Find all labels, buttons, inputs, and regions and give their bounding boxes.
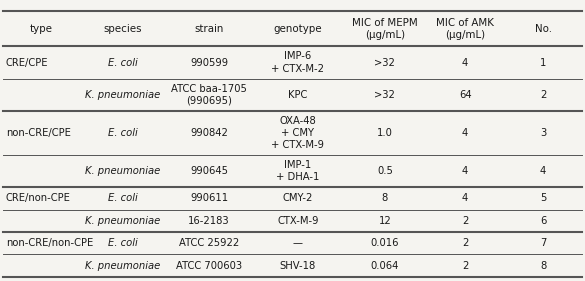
Text: 990599: 990599 <box>190 58 228 67</box>
Text: CTX-M-9: CTX-M-9 <box>277 216 318 226</box>
Text: MIC of AMK
(μg/mL): MIC of AMK (μg/mL) <box>436 18 494 40</box>
Text: E. coli: E. coli <box>108 193 137 203</box>
Text: 2: 2 <box>462 260 468 271</box>
Text: ATCC 25922: ATCC 25922 <box>179 238 239 248</box>
Text: non-CRE/CPE: non-CRE/CPE <box>6 128 71 138</box>
Text: 8: 8 <box>382 193 388 203</box>
Text: 990645: 990645 <box>190 166 228 176</box>
Text: K. pneumoniae: K. pneumoniae <box>85 260 160 271</box>
Text: 990611: 990611 <box>190 193 228 203</box>
Text: 0.5: 0.5 <box>377 166 393 176</box>
Text: >32: >32 <box>374 58 395 67</box>
Text: 990842: 990842 <box>190 128 228 138</box>
Text: 2: 2 <box>540 90 546 100</box>
Text: ATCC baa-1705
(990695): ATCC baa-1705 (990695) <box>171 83 247 106</box>
Text: No.: No. <box>535 24 552 34</box>
Text: 2: 2 <box>462 216 468 226</box>
Text: IMP-1
+ DHA-1: IMP-1 + DHA-1 <box>276 160 319 182</box>
Text: E. coli: E. coli <box>108 58 137 67</box>
Text: type: type <box>29 24 53 34</box>
Text: OXA-48
+ CMY
+ CTX-M-9: OXA-48 + CMY + CTX-M-9 <box>271 115 324 150</box>
Text: SHV-18: SHV-18 <box>280 260 316 271</box>
Text: 5: 5 <box>540 193 546 203</box>
Text: 64: 64 <box>459 90 472 100</box>
Text: ATCC 700603: ATCC 700603 <box>176 260 242 271</box>
Text: 4: 4 <box>462 193 468 203</box>
Text: 2: 2 <box>462 238 468 248</box>
Text: 3: 3 <box>540 128 546 138</box>
Text: 4: 4 <box>462 166 468 176</box>
Text: IMP-6
+ CTX-M-2: IMP-6 + CTX-M-2 <box>271 51 324 74</box>
Text: E. coli: E. coli <box>108 128 137 138</box>
Text: 0.064: 0.064 <box>371 260 399 271</box>
Text: 7: 7 <box>540 238 546 248</box>
Text: E. coli: E. coli <box>108 238 137 248</box>
Text: 1: 1 <box>540 58 546 67</box>
Text: 12: 12 <box>378 216 391 226</box>
Text: 16-2183: 16-2183 <box>188 216 230 226</box>
Text: 6: 6 <box>540 216 546 226</box>
Text: —: — <box>292 238 303 248</box>
Text: >32: >32 <box>374 90 395 100</box>
Text: species: species <box>104 24 142 34</box>
Text: 4: 4 <box>540 166 546 176</box>
Text: K. pneumoniae: K. pneumoniae <box>85 166 160 176</box>
Text: strain: strain <box>194 24 224 34</box>
Text: CRE/CPE: CRE/CPE <box>6 58 49 67</box>
Text: genotype: genotype <box>273 24 322 34</box>
Text: non-CRE/non-CPE: non-CRE/non-CPE <box>6 238 93 248</box>
Text: MIC of MEPM
(μg/mL): MIC of MEPM (μg/mL) <box>352 18 418 40</box>
Text: 4: 4 <box>462 58 468 67</box>
Text: K. pneumoniae: K. pneumoniae <box>85 90 160 100</box>
Text: 0.016: 0.016 <box>371 238 399 248</box>
Text: CMY-2: CMY-2 <box>283 193 313 203</box>
Text: CRE/non-CPE: CRE/non-CPE <box>6 193 71 203</box>
Text: K. pneumoniae: K. pneumoniae <box>85 216 160 226</box>
Text: 8: 8 <box>540 260 546 271</box>
Text: KPC: KPC <box>288 90 308 100</box>
Text: 1.0: 1.0 <box>377 128 393 138</box>
Text: 4: 4 <box>462 128 468 138</box>
